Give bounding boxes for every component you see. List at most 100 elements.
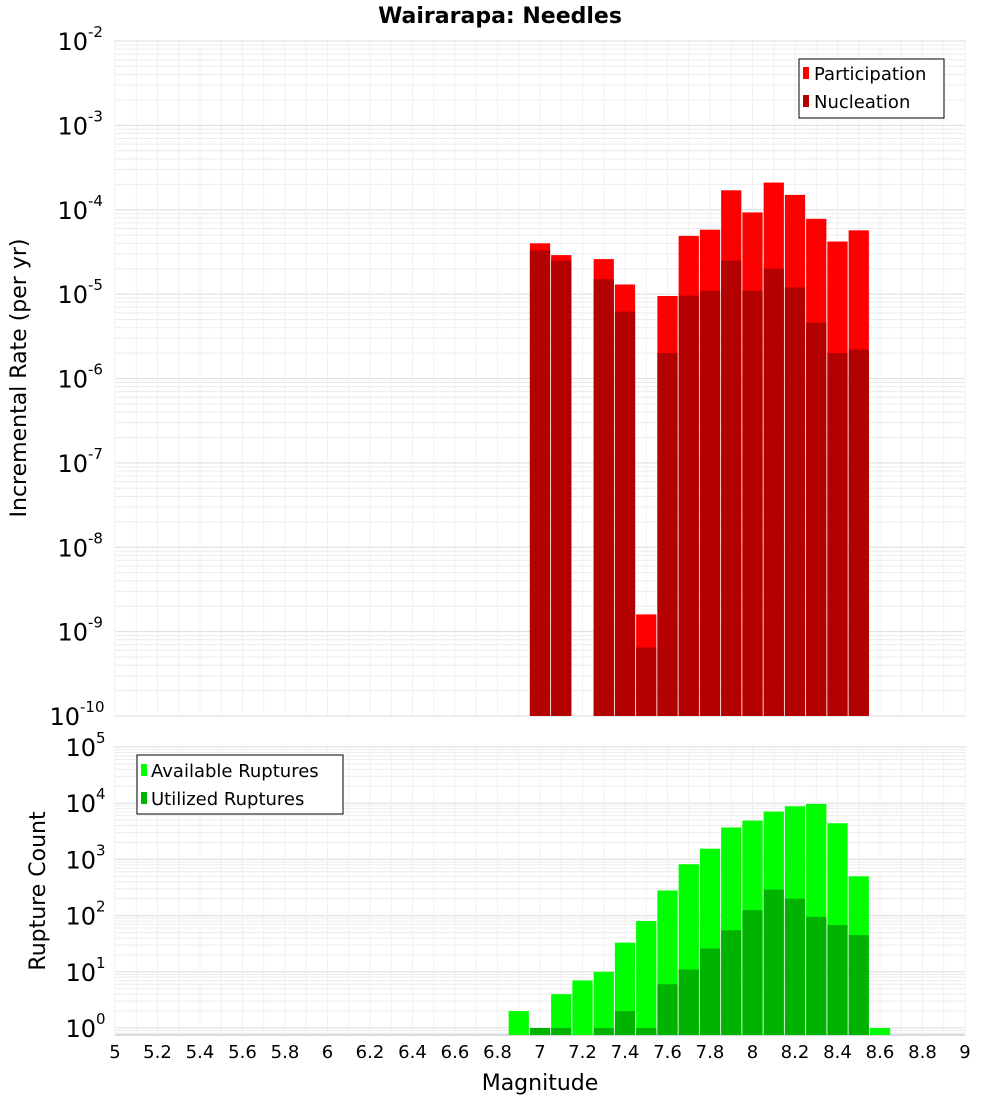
- bottom-y-tick-label: 10: [65, 903, 96, 931]
- bottom-bar-utilized-ruptures: [806, 916, 827, 1035]
- top-bar-nucleation: [614, 311, 636, 716]
- participation-legend-label: Participation: [814, 64, 926, 85]
- x-tick-labels: 5 5.2 5.4 5.6 5.8 6 6.2 6.4 6.6 6.8 7 7.2 7.4 7.6 7.8 8…: [109, 1042, 970, 1063]
- x-axis-label: Magnitude: [482, 1071, 599, 1096]
- top-y-tick-label: 10: [57, 619, 88, 647]
- bottom-bar-utilized-ruptures: [551, 1027, 572, 1035]
- top-y-tick-exponent: -5: [88, 276, 103, 294]
- bottom-bar-utilized-ruptures: [848, 935, 869, 1035]
- x-tick-label: 8.8: [908, 1042, 937, 1063]
- x-tick-label: 8.2: [781, 1042, 810, 1063]
- top-y-tick-label: 10: [57, 197, 88, 225]
- top-y-tick-label: 10: [57, 534, 88, 562]
- top-y-tick-label: 10: [57, 450, 88, 478]
- bottom-bar-available-ruptures: [593, 971, 614, 1035]
- top-y-tick-label: 10: [57, 281, 88, 309]
- bottom-bar-utilized-ruptures: [636, 1027, 657, 1035]
- top-y-tick-exponent: -7: [88, 445, 103, 463]
- top-y-tick-label: 10: [57, 28, 88, 56]
- top-bar-nucleation: [806, 322, 827, 716]
- top-bar-nucleation: [678, 295, 699, 716]
- top-bar-nucleation: [636, 647, 657, 716]
- top-bar-nucleation: [593, 279, 614, 716]
- bottom-bar-utilized-ruptures: [529, 1027, 551, 1035]
- nucleation-legend-label: Nucleation: [814, 92, 910, 113]
- bottom-bar-utilized-ruptures: [784, 898, 806, 1035]
- top-bar-nucleation: [551, 260, 572, 716]
- bottom-legend: Available Ruptures Utilized Ruptures: [136, 754, 344, 815]
- bottom-y-tick-label: 10: [65, 790, 96, 818]
- x-tick-label: 9: [959, 1042, 970, 1063]
- bottom-y-tick-label: 10: [65, 734, 96, 762]
- bottom-bar-available-ruptures: [551, 994, 572, 1035]
- available-legend-label: Available Ruptures: [151, 761, 319, 782]
- utilized-legend-label: Utilized Ruptures: [151, 789, 304, 810]
- x-tick-label: 6.2: [356, 1042, 385, 1063]
- bottom-y-tick-exponent: 5: [96, 729, 106, 747]
- available-legend-swatch: [141, 764, 147, 776]
- bottom-y-axis-label: Rupture Count: [26, 811, 51, 971]
- bottom-bar-utilized-ruptures: [678, 969, 699, 1035]
- x-tick-label: 6.8: [483, 1042, 512, 1063]
- top-bar-nucleation: [763, 268, 784, 716]
- top-bar-nucleation: [529, 250, 551, 717]
- bottom-bar-utilized-ruptures: [657, 984, 678, 1035]
- bottom-bar-utilized-ruptures: [763, 889, 784, 1035]
- bottom-bar-utilized-ruptures: [742, 910, 763, 1035]
- x-tick-label: 5: [109, 1042, 120, 1063]
- top-y-tick-exponent: -3: [88, 107, 103, 125]
- x-tick-label: 8.4: [823, 1042, 852, 1063]
- top-y-tick-exponent: -8: [88, 529, 103, 547]
- x-tick-label: 8: [747, 1042, 758, 1063]
- top-y-tick-exponent: -10: [80, 698, 105, 716]
- top-y-tick-label: 10: [57, 366, 88, 394]
- top-bar-nucleation: [657, 353, 678, 716]
- bottom-bar-utilized-ruptures: [721, 930, 742, 1035]
- top-bar-nucleation: [784, 287, 806, 716]
- x-tick-label: 7.2: [568, 1042, 597, 1063]
- x-tick-label: 5.4: [186, 1042, 215, 1063]
- participation-legend-swatch: [803, 67, 809, 79]
- bottom-bar-utilized-ruptures: [593, 1027, 614, 1035]
- top-bar-nucleation: [827, 353, 848, 716]
- bottom-bar-utilized-ruptures: [614, 1011, 636, 1035]
- x-tick-label: 8.6: [866, 1042, 895, 1063]
- top-bar-nucleation: [721, 260, 742, 716]
- x-tick-label: 5.6: [228, 1042, 257, 1063]
- top-bar-nucleation: [742, 290, 763, 716]
- x-tick-label: 7.4: [611, 1042, 640, 1063]
- x-tick-label: 7.8: [696, 1042, 725, 1063]
- top-bars: [529, 182, 869, 717]
- bottom-y-tick-label: 10: [65, 959, 96, 987]
- x-tick-label: 7.6: [653, 1042, 682, 1063]
- bottom-bar-available-ruptures: [508, 1011, 529, 1035]
- top-y-tick-label: 10: [57, 112, 88, 140]
- utilized-legend-swatch: [141, 792, 147, 804]
- x-tick-label: 6.4: [398, 1042, 427, 1063]
- x-tick-label: 5.2: [143, 1042, 172, 1063]
- x-tick-label: 5.8: [271, 1042, 300, 1063]
- top-bar-nucleation: [699, 290, 721, 716]
- x-tick-label: 6.6: [441, 1042, 470, 1063]
- x-tick-label: 7: [534, 1042, 545, 1063]
- top-y-tick-label: 10: [49, 703, 80, 731]
- bottom-y-tick-exponent: 2: [96, 898, 106, 916]
- top-y-tick-exponent: -4: [88, 192, 103, 210]
- top-y-axis-label: Incremental Rate (per yr): [7, 239, 32, 518]
- top-legend-box: [798, 58, 945, 119]
- x-tick-label: 6: [322, 1042, 333, 1063]
- bottom-bar-utilized-ruptures: [827, 924, 848, 1035]
- bottom-bar-utilized-ruptures: [699, 948, 721, 1035]
- bottom-legend-box: [136, 754, 344, 815]
- nucleation-legend-swatch: [803, 95, 809, 107]
- bottom-y-tick-exponent: 3: [96, 841, 106, 859]
- top-legend: Participation Nucleation: [798, 58, 945, 119]
- bottom-bar-available-ruptures: [636, 921, 657, 1035]
- bottom-y-tick-exponent: 0: [96, 1010, 106, 1028]
- bottom-y-tick-label: 10: [65, 846, 96, 874]
- top-y-tick-exponent: -2: [88, 23, 103, 41]
